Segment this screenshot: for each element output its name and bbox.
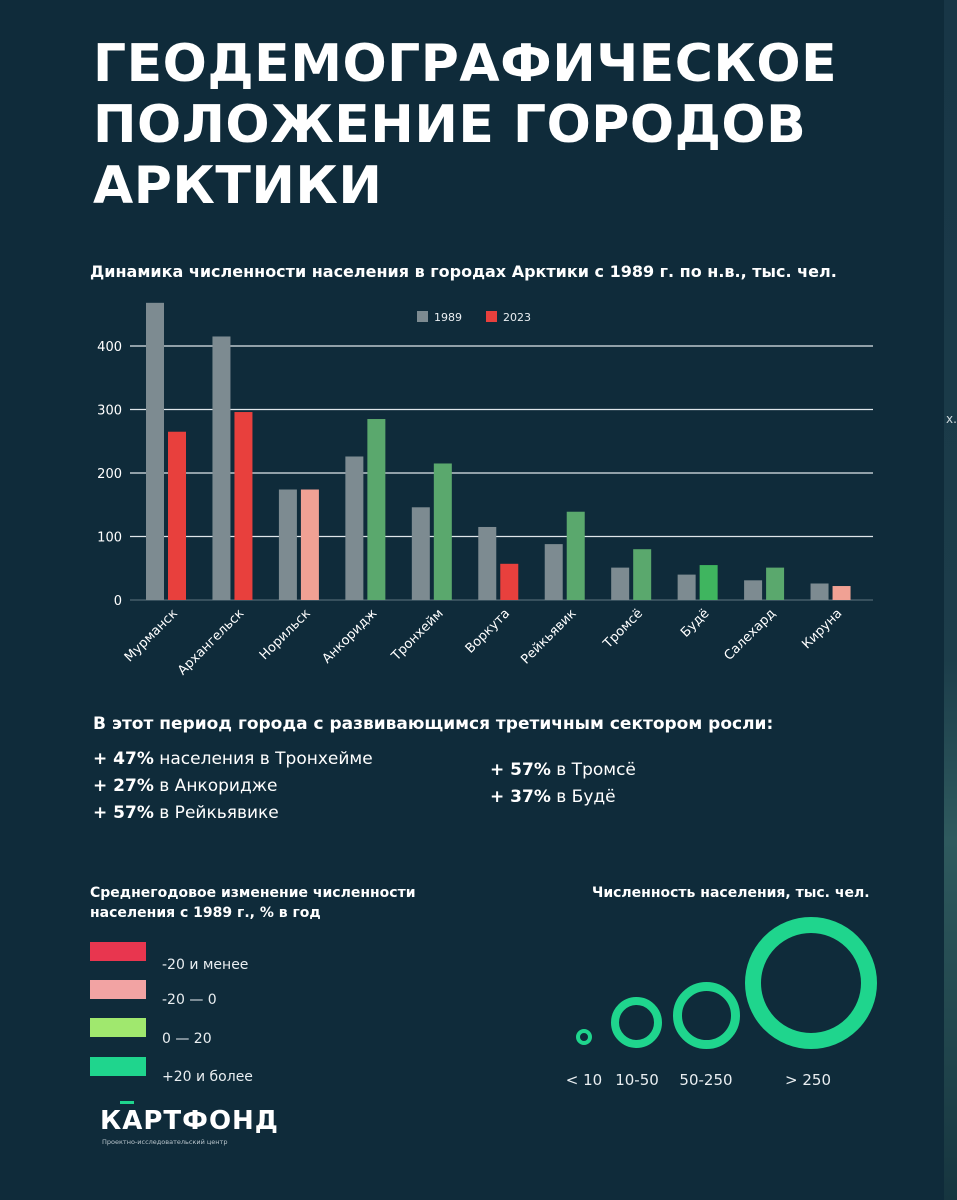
bar-1989 — [611, 567, 630, 600]
edge-glyph: x. — [946, 412, 957, 426]
change-legend-title: Среднегодовое изменение численности насе… — [90, 885, 416, 921]
growth-item: + 27% в Анкоридже — [93, 776, 278, 796]
logo-subtitle: Проектно-исследовательский центр — [102, 1138, 228, 1146]
x-tick-label: Анкоридж — [320, 606, 381, 667]
growth-item: + 57% в Рейкьявике — [93, 803, 279, 823]
bar-2023 — [832, 586, 851, 600]
ring-label: 50-250 — [679, 1071, 733, 1089]
growth-list-left: + 47% населения в Тронхейме + 27% в Анко… — [93, 746, 373, 827]
bar-2023 — [433, 463, 452, 600]
legend-label: 2023 — [503, 311, 531, 324]
legend-swatch — [90, 1057, 146, 1076]
legend-swatch — [90, 1018, 146, 1037]
legend-marker — [417, 311, 428, 322]
growth-item: + 37% в Будё — [490, 787, 616, 807]
bar-1989 — [744, 580, 763, 600]
ring-size-50-250 — [673, 982, 740, 1049]
bar-1989 — [544, 544, 563, 600]
y-tick-label: 200 — [97, 467, 122, 482]
legend-label: 1989 — [434, 311, 462, 324]
bar-2023 — [766, 567, 785, 600]
title-line: ПОЛОЖЕНИЕ ГОРОДОВ — [93, 95, 807, 155]
x-tick-label: Салехард — [721, 606, 778, 663]
legend-label: -20 — 0 — [162, 992, 217, 1008]
bar-1989 — [677, 574, 696, 600]
bar-2023 — [300, 489, 319, 600]
growth-item: + 47% населения в Тронхейме — [93, 749, 373, 769]
x-tick-label: Норильск — [257, 606, 314, 663]
bar-2023 — [367, 419, 386, 600]
title-line: ГЕОДЕМОГРАФИЧЕСКОЕ — [93, 34, 838, 94]
legend-label: 0 — 20 — [162, 1031, 212, 1047]
bar-2023 — [566, 511, 585, 600]
legend-swatch — [90, 980, 146, 999]
ring-label: > 250 — [785, 1071, 831, 1089]
ring-size-gt250 — [745, 917, 877, 1049]
title-line: АРКТИКИ — [93, 156, 383, 216]
bar-2023 — [500, 563, 519, 600]
growth-item: + 57% в Тромсё — [490, 760, 636, 780]
bar-1989 — [478, 526, 497, 600]
legend-marker — [486, 311, 497, 322]
ring-label: 10-50 — [615, 1071, 659, 1089]
legend-label: +20 и более — [162, 1069, 253, 1085]
bar-2023 — [234, 412, 253, 600]
y-tick-label: 0 — [114, 594, 122, 609]
x-tick-label: Архангельск — [175, 606, 247, 678]
bar-1989 — [411, 507, 430, 600]
x-tick-label: Будё — [678, 606, 712, 640]
ring-label: < 10 — [565, 1071, 603, 1089]
legend-swatch — [90, 942, 146, 961]
growth-list-right: + 57% в Тромсё + 37% в Будё — [490, 757, 636, 811]
x-tick-label: Мурманск — [122, 606, 181, 665]
bar-1989 — [278, 489, 297, 600]
bar-1989 — [146, 302, 164, 600]
page-title: ГЕОДЕМОГРАФИЧЕСКОЕ ПОЛОЖЕНИЕ ГОРОДОВ АРК… — [93, 34, 853, 217]
right-edge-strip: x. — [944, 0, 957, 1200]
bar-2023 — [633, 549, 652, 600]
ring-size-lt10 — [576, 1029, 592, 1045]
legend-label: -20 и менее — [162, 957, 249, 973]
bar-2023 — [699, 565, 718, 600]
size-legend-title: Численность населения, тыс. чел. — [592, 885, 870, 901]
population-bar-chart: 0 100 200 300 400 1989 2023 МурманскАрхангельск… — [97, 302, 873, 678]
logo-accent — [120, 1101, 134, 1104]
chart-title: Динамика численности населения в городах… — [90, 262, 837, 281]
ring-size-10-50 — [611, 997, 662, 1048]
y-tick-label: 300 — [97, 404, 122, 419]
growth-title: В этот период города с развивающимся тре… — [93, 714, 774, 734]
x-tick-label: Воркута — [463, 606, 513, 656]
logo: КАРТФОНД — [100, 1106, 279, 1136]
y-tick-label: 100 — [97, 531, 122, 546]
x-tick-label: Рейкьявик — [518, 606, 579, 667]
y-tick-label: 400 — [97, 340, 122, 355]
x-tick-label: Кируна — [799, 606, 845, 652]
bar-2023 — [168, 431, 186, 600]
bar-1989 — [212, 336, 231, 600]
x-tick-label: Тронхейм — [388, 606, 446, 664]
bar-1989 — [345, 456, 364, 600]
x-tick-label: Тромсё — [600, 606, 646, 652]
bar-1989 — [810, 583, 829, 600]
